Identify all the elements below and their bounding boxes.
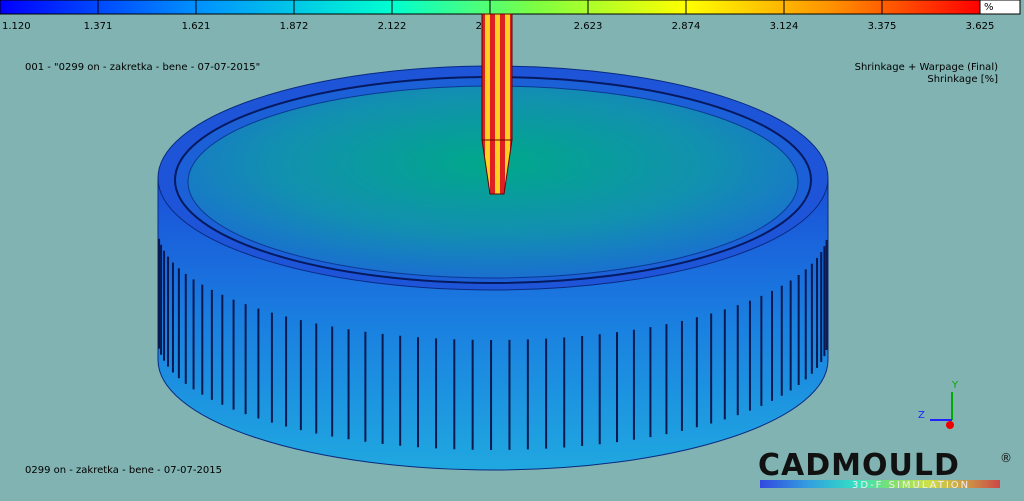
tick-label: 2.122 <box>378 21 407 32</box>
tick-label: 2.874 <box>672 21 701 32</box>
tick-label: 2.623 <box>574 21 603 32</box>
y-label: Y <box>951 380 959 391</box>
nozzle-tip <box>481 139 513 195</box>
tick-label: 1.371 <box>84 21 113 32</box>
tick-label: 3.375 <box>868 21 897 32</box>
tick-label: 3.625 <box>966 21 995 32</box>
logo-tagline: 3D-F SIMULATION <box>852 480 970 491</box>
z-label: Z <box>918 410 925 421</box>
unit: % <box>984 2 994 13</box>
model-title: 001 - "0299 on - zakretka - bene - 07-07… <box>25 62 260 73</box>
tick-label: 1.872 <box>280 21 309 32</box>
tick-label: 1.621 <box>182 21 211 32</box>
logo-mark: ® <box>1000 451 1012 465</box>
logo-name: CADMOULD <box>758 448 960 483</box>
x-axis <box>946 421 954 429</box>
tick-label: 1.120 <box>2 21 31 32</box>
nozzle <box>481 13 513 141</box>
quantity-title: Shrinkage [%] <box>927 74 998 85</box>
tick-label: 3.124 <box>770 21 799 32</box>
logo-bar <box>760 480 1000 488</box>
project-label: 0299 on - zakretka - bene - 07-07-2015 <box>25 465 222 476</box>
result-title: Shrinkage + Warpage (Final) <box>855 62 998 73</box>
